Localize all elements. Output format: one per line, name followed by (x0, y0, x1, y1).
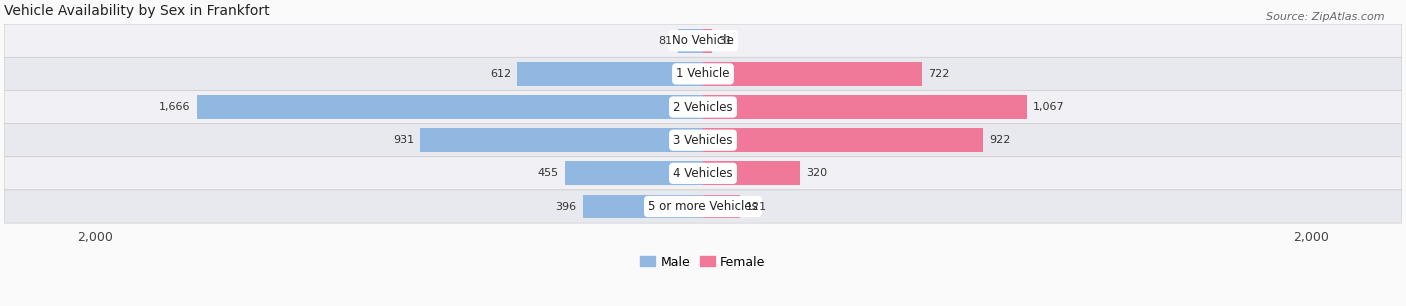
Text: 922: 922 (990, 135, 1011, 145)
Bar (197, 95, 703, 119)
Text: Vehicle Availability by Sex in Frankfort: Vehicle Availability by Sex in Frankfort (4, 4, 270, 18)
Bar (517, 62, 703, 86)
FancyBboxPatch shape (4, 157, 1402, 190)
Legend: Male, Female: Male, Female (636, 251, 770, 274)
Bar (565, 162, 703, 185)
Bar (703, 62, 922, 86)
FancyBboxPatch shape (4, 190, 1402, 223)
Bar (703, 29, 713, 53)
Text: 1,666: 1,666 (159, 102, 191, 112)
FancyBboxPatch shape (4, 91, 1402, 124)
Text: 1 Vehicle: 1 Vehicle (676, 67, 730, 80)
FancyBboxPatch shape (4, 24, 1402, 57)
Text: 4 Vehicles: 4 Vehicles (673, 167, 733, 180)
Text: 722: 722 (928, 69, 950, 79)
Bar (420, 128, 703, 152)
Text: 1,067: 1,067 (1033, 102, 1064, 112)
Bar (703, 128, 983, 152)
Text: 612: 612 (489, 69, 510, 79)
Text: 320: 320 (806, 168, 827, 178)
Text: 455: 455 (537, 168, 558, 178)
Text: 81: 81 (658, 36, 672, 46)
Bar (703, 162, 800, 185)
Text: 3 Vehicles: 3 Vehicles (673, 134, 733, 147)
Text: 121: 121 (745, 202, 766, 211)
Bar (703, 95, 1028, 119)
Bar (703, 195, 740, 218)
Text: 931: 931 (392, 135, 413, 145)
Text: Source: ZipAtlas.com: Source: ZipAtlas.com (1267, 12, 1385, 22)
Bar (678, 29, 703, 53)
FancyBboxPatch shape (4, 124, 1402, 157)
Text: 2 Vehicles: 2 Vehicles (673, 101, 733, 114)
Text: 31: 31 (718, 36, 733, 46)
Text: 5 or more Vehicles: 5 or more Vehicles (648, 200, 758, 213)
FancyBboxPatch shape (4, 57, 1402, 91)
Text: 396: 396 (555, 202, 576, 211)
Text: No Vehicle: No Vehicle (672, 34, 734, 47)
Bar (582, 195, 703, 218)
